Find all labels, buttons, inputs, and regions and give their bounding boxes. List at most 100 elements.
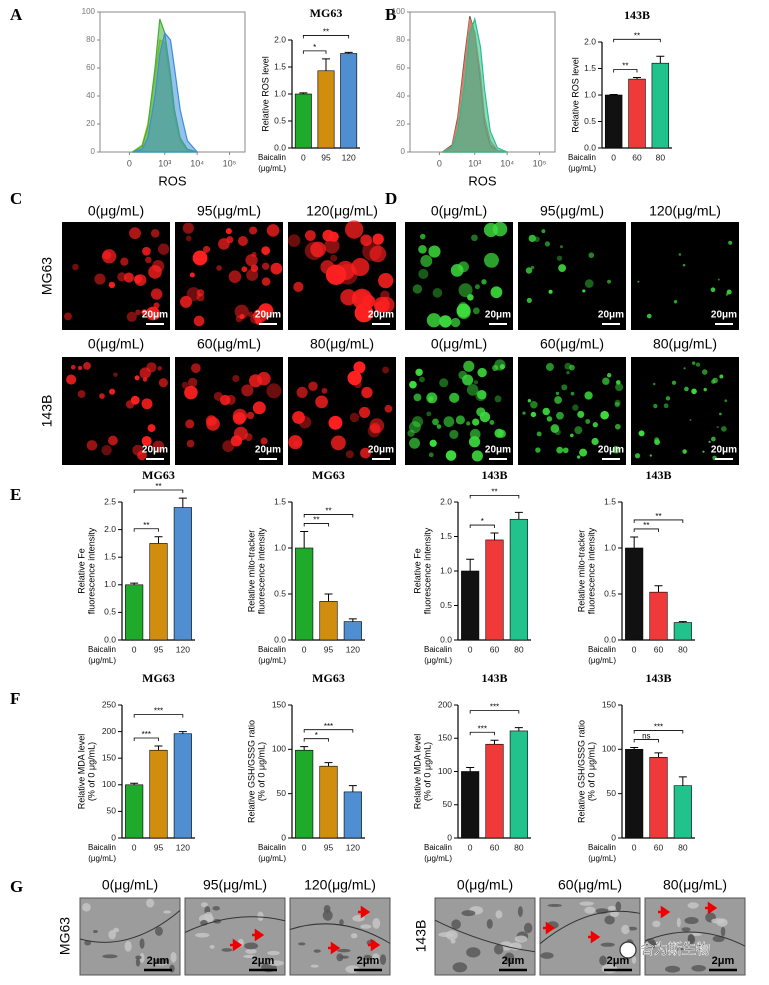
cell [682, 263, 686, 267]
x-tick-label: 95 [324, 842, 334, 852]
scale-label: 20μm [711, 445, 737, 456]
cell [374, 301, 387, 313]
cell [462, 374, 474, 386]
organelle [670, 946, 685, 951]
cell [490, 286, 503, 299]
significance-label: *** [324, 722, 333, 731]
micrograph [631, 222, 739, 330]
cell [634, 453, 641, 459]
cell [719, 412, 722, 416]
cell [72, 263, 79, 271]
y-axis-label: Relative GSH/GSSG ratio [246, 720, 256, 823]
significance-label: *** [142, 730, 151, 739]
cell [671, 380, 677, 385]
column-label: 60(μg/mL) [558, 877, 622, 893]
y-tick-label: 20 [396, 119, 405, 128]
organelle [665, 965, 681, 973]
x-axis-label: ROS [468, 173, 497, 188]
organelle [372, 953, 380, 963]
chart-title: 143B [624, 8, 650, 22]
organelle [135, 957, 141, 967]
organelle [372, 918, 381, 929]
cell [456, 303, 471, 318]
cell [184, 385, 198, 400]
organelle [438, 932, 454, 938]
cell [572, 404, 579, 411]
cell [472, 418, 480, 426]
cell [64, 312, 72, 321]
error-bar [299, 92, 308, 94]
cell [266, 224, 280, 237]
arrow [328, 941, 341, 955]
x-tick-label: 0 [632, 644, 637, 654]
x-group-label: Baicalin [258, 153, 286, 162]
cell [150, 228, 160, 238]
cell [556, 446, 564, 454]
cell [360, 447, 371, 459]
arrow [543, 921, 556, 935]
cell [409, 437, 421, 449]
bar [673, 622, 692, 641]
y-tick-label: 60 [86, 63, 95, 72]
y-tick-label: 0.5 [274, 115, 286, 125]
cell [471, 234, 478, 242]
organelle [135, 955, 142, 960]
significance-label: *** [154, 707, 163, 716]
y-axis-label: fluorescence intensity [586, 527, 596, 614]
significance-label: ** [643, 521, 649, 530]
cell [250, 264, 259, 273]
y-tick-label: 0.5 [584, 116, 596, 126]
x-tick-label: 120 [176, 842, 190, 852]
cell [665, 396, 671, 401]
cell [548, 289, 553, 294]
x-group-label: Baicalin [258, 645, 286, 654]
bar [461, 771, 480, 839]
x-tick-label: 60 [632, 152, 642, 162]
error-bar [678, 776, 687, 786]
cell [432, 418, 439, 426]
x-group-label: (μg/mL) [588, 656, 616, 665]
cell [360, 234, 372, 247]
organelle [267, 950, 280, 956]
x-group-label: (μg/mL) [568, 164, 596, 173]
column-label: 0(μg/mL) [102, 877, 158, 893]
y-axis-label: Relative MDA level [412, 734, 422, 810]
cell [614, 423, 621, 430]
cell [649, 454, 653, 457]
cell [288, 435, 303, 450]
cell [428, 452, 434, 458]
cell [235, 315, 243, 323]
y-tick-label: 0 [91, 147, 96, 156]
cell [330, 420, 336, 427]
significance-label: ** [622, 62, 628, 71]
x-tick-label: 80 [514, 644, 524, 654]
bar [628, 78, 646, 149]
y-tick-label: 100 [102, 779, 116, 789]
organelle [676, 917, 681, 928]
y-tick-label: 100 [392, 7, 406, 16]
cell [545, 363, 554, 371]
organelle [450, 938, 456, 944]
organelle [124, 940, 132, 952]
y-tick-label: 0.0 [440, 634, 452, 644]
cell [234, 304, 249, 319]
cell [125, 400, 135, 409]
cell [146, 362, 157, 373]
significance-label: *** [478, 724, 487, 733]
x-group-label: (μg/mL) [88, 854, 116, 863]
error-bar [490, 532, 499, 540]
cell [420, 255, 433, 267]
cell [455, 415, 465, 425]
cell [574, 426, 583, 435]
cell [646, 313, 652, 319]
cell [108, 435, 118, 446]
significance-label: ** [491, 487, 497, 496]
y-tick-label: 1.0 [584, 89, 596, 99]
cell [615, 383, 624, 392]
bar [649, 591, 668, 641]
cell [530, 265, 535, 270]
row-label: 143B [413, 920, 429, 953]
cell [526, 297, 532, 303]
cell [113, 372, 118, 377]
x-group-label: (μg/mL) [258, 854, 286, 863]
